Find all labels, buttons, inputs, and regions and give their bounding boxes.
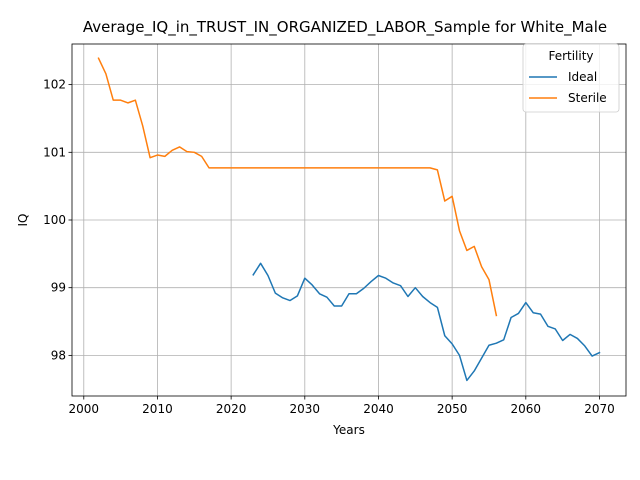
x-tick-label: 2070: [584, 402, 615, 416]
x-axis-ticks: 2000 2010 2020 2030 2040 2050 2060 2070: [69, 396, 615, 416]
y-tick-label: 100: [43, 213, 66, 227]
y-tick-label: 98: [51, 348, 66, 362]
legend-label-sterile: Sterile: [568, 91, 607, 105]
y-tick-label: 101: [43, 145, 66, 159]
x-tick-label: 2040: [363, 402, 394, 416]
x-tick-label: 2010: [142, 402, 173, 416]
chart-title: Average_IQ_in_TRUST_IN_ORGANIZED_LABOR_S…: [83, 18, 607, 37]
series-line-ideal: [252, 262, 601, 382]
y-axis-label: IQ: [16, 214, 30, 227]
x-tick-label: 2050: [437, 402, 468, 416]
legend-items: Ideal Sterile: [529, 70, 607, 105]
x-tick-label: 2000: [69, 402, 100, 416]
x-tick-label: 2020: [216, 402, 247, 416]
legend-box: [522, 43, 620, 113]
y-tick-label: 102: [43, 78, 66, 92]
x-axis-label: Years: [332, 423, 365, 437]
y-tick-label: 99: [51, 281, 66, 295]
y-axis-ticks: 98 99 100 101 102: [43, 78, 72, 362]
legend: Fertility Ideal Sterile: [522, 43, 620, 113]
legend-label-ideal: Ideal: [568, 70, 597, 84]
x-tick-label: 2060: [511, 402, 542, 416]
series-layer: [97, 57, 601, 382]
series-line-sterile: [97, 57, 498, 317]
legend-title: Fertility: [548, 49, 593, 63]
x-tick-label: 2030: [290, 402, 321, 416]
